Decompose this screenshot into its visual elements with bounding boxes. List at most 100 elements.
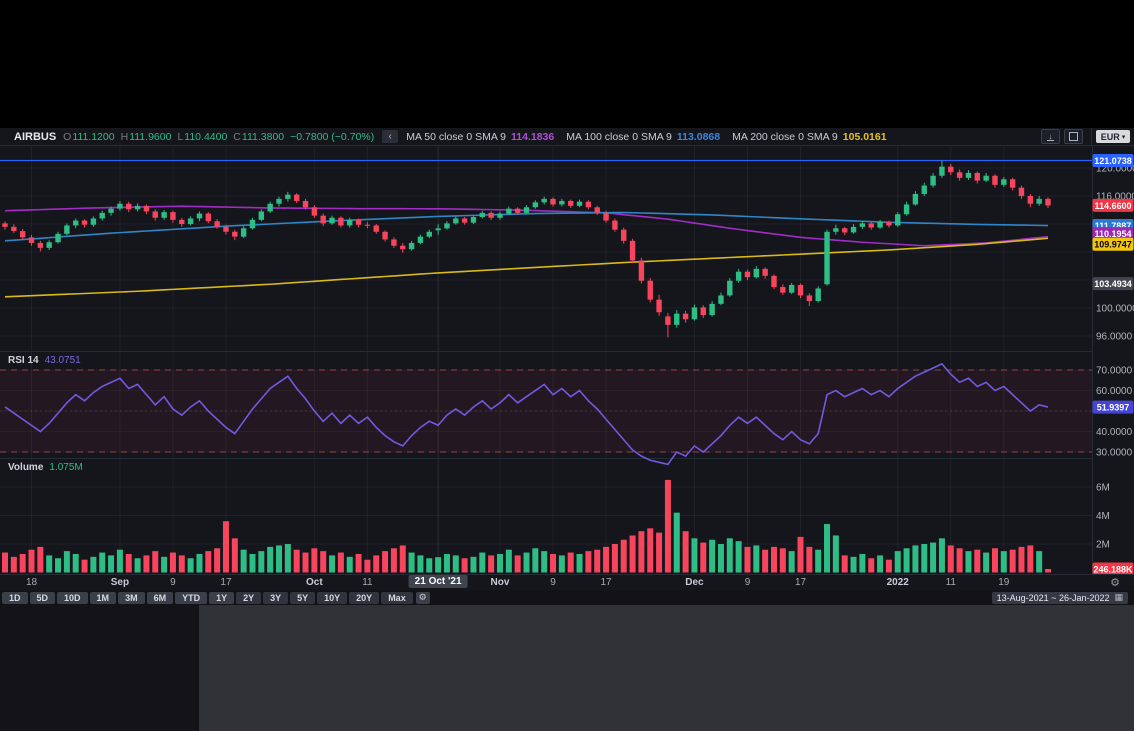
range-button-1d[interactable]: 1D	[2, 591, 28, 604]
bottom-right-panel	[199, 605, 1134, 731]
indicator-item[interactable]: MA 100 close 0 SMA 9 113.0868	[566, 130, 721, 143]
candles-layer	[2, 160, 1051, 338]
range-button-2y[interactable]: 2Y	[236, 591, 262, 604]
collapse-indicators-button[interactable]: ‹	[382, 130, 399, 143]
svg-text:6M: 6M	[1096, 483, 1110, 494]
range-button-10d[interactable]: 10D	[57, 591, 88, 604]
low-value: L110.4400	[177, 130, 228, 143]
range-button-10y[interactable]: 10Y	[317, 591, 348, 604]
date-range-picker[interactable]: 13-Aug-2021 ~ 26-Jan-2022 ▦	[991, 591, 1128, 604]
chart-header: AIRBUS O111.1200 H111.9600 L110.4400 C11…	[0, 127, 1134, 146]
range-button-ytd[interactable]: YTD	[175, 591, 208, 604]
time-tick: Sep	[110, 577, 130, 588]
chart-panel: AIRBUS O111.1200 H111.9600 L110.4400 C11…	[0, 127, 1134, 605]
chevron-down-icon: ▾	[1121, 133, 1126, 141]
top-letterbox	[0, 0, 1134, 128]
indicator-legend: MA 50 close 0 SMA 9 114.1836 MA 100 close …	[406, 131, 898, 143]
price-axis[interactable]: 120.0000 116.0000 100.0000 96.0000 70.0000 60…	[1092, 146, 1134, 574]
time-tick: 17	[600, 577, 612, 588]
price-badge	[1092, 277, 1134, 291]
price-badge	[1092, 237, 1134, 251]
range-button-3y[interactable]: 3Y	[263, 591, 289, 604]
time-tick: 11	[362, 577, 373, 588]
volume-bars	[2, 479, 1051, 573]
download-button[interactable]: ↓	[1041, 129, 1060, 144]
time-axis[interactable]: ⚙ 18 Sep 9 17 Oct 11 21 Oct '21 Nov 9 17 Dec 9 17 202…	[0, 574, 1134, 590]
svg-text:100.0000: 100.0000	[1096, 304, 1134, 315]
rsi-band	[0, 370, 1092, 453]
calendar-icon: ▦	[1114, 592, 1123, 602]
volume-pane-label: Volume 1.075M	[8, 462, 83, 473]
indicator-item[interactable]: MA 50 close 0 SMA 9 114.1836	[406, 130, 555, 143]
axis-settings-gear-icon[interactable]: ⚙	[1110, 577, 1120, 589]
bottom-left-panel	[0, 605, 199, 731]
svg-text:51.9397: 51.9397	[1097, 403, 1130, 413]
header-actions: ↓ EUR ▾	[1041, 127, 1134, 146]
time-tick: 11	[945, 577, 956, 588]
rsi-line	[4, 362, 1049, 466]
range-button-5d[interactable]: 5D	[29, 591, 56, 604]
chart-canvas[interactable]: 120.0000 116.0000 100.0000 96.0000 70.0000 60…	[0, 146, 1134, 574]
svg-text:120.0000: 120.0000	[1096, 164, 1134, 175]
symbol-name[interactable]: AIRBUS	[14, 130, 57, 143]
download-icon: ↓	[1048, 131, 1053, 141]
price-badge	[1092, 400, 1134, 414]
svg-text:2M: 2M	[1096, 540, 1110, 551]
price-badge	[1092, 227, 1134, 241]
range-button-3m[interactable]: 3M	[118, 591, 145, 604]
svg-text:60.0000: 60.0000	[1096, 386, 1133, 397]
toolbar-settings-button[interactable]: ⚙	[415, 591, 430, 604]
fullscreen-button[interactable]	[1064, 129, 1083, 144]
high-value: H111.9600	[120, 130, 172, 143]
time-tick: 17	[794, 577, 807, 588]
range-buttons: 1D 5D 10D 1M 3M 6M YTD 1Y 2Y 3Y 5Y 10Y 20Y Max	[0, 591, 413, 604]
gear-icon: ⚙	[418, 592, 427, 602]
svg-text:109.9747: 109.9747	[1094, 240, 1132, 250]
svg-text:40.0000: 40.0000	[1096, 427, 1133, 438]
svg-text:246.188K: 246.188K	[1093, 564, 1133, 574]
range-button-1m[interactable]: 1M	[89, 591, 117, 604]
svg-text:114.6600: 114.6600	[1094, 201, 1131, 211]
time-tick: 19	[998, 577, 1010, 588]
time-tick: Oct	[306, 577, 323, 588]
range-button-max[interactable]: Max	[381, 591, 413, 604]
change-value: −0.7800 (−0.70%)	[290, 130, 375, 143]
indicator-item[interactable]: MA 200 close 0 SMA 9 105.0161	[732, 130, 887, 143]
open-value: O111.1200	[63, 130, 115, 143]
price-badge	[1092, 154, 1134, 168]
price-badge	[1092, 562, 1134, 574]
volume-value: 1.075M	[49, 462, 83, 473]
range-toolbar: 1D 5D 10D 1M 3M 6M YTD 1Y 2Y 3Y 5Y 10Y 20Y Max ⚙ 13-A…	[0, 590, 1134, 605]
time-tick: Nov	[490, 577, 510, 588]
range-button-6m[interactable]: 6M	[146, 591, 174, 604]
svg-text:110.1954: 110.1954	[1094, 229, 1131, 239]
time-tick: 18	[25, 577, 38, 588]
rsi-value: 43.0751	[44, 355, 81, 366]
time-tick: 9	[170, 577, 176, 588]
time-tick: 9	[744, 577, 751, 588]
ma-line	[4, 237, 1049, 298]
svg-text:103.4934: 103.4934	[1094, 279, 1132, 289]
range-button-5y[interactable]: 5Y	[290, 591, 316, 604]
time-tick: Dec	[685, 577, 704, 588]
fullscreen-icon	[1069, 132, 1078, 141]
range-button-20y[interactable]: 20Y	[349, 591, 380, 604]
time-tick: 9	[550, 577, 556, 588]
svg-text:30.0000: 30.0000	[1096, 448, 1133, 459]
range-button-1y[interactable]: 1Y	[209, 591, 235, 604]
chevron-left-icon: ‹	[388, 131, 392, 142]
svg-text:116.0000: 116.0000	[1096, 192, 1134, 203]
currency-dropdown[interactable]: EUR ▾	[1096, 130, 1130, 143]
time-tick: 2022	[886, 577, 909, 588]
close-value: C111.3800	[233, 130, 285, 143]
svg-text:70.0000: 70.0000	[1096, 366, 1133, 377]
svg-text:121.0738: 121.0738	[1094, 156, 1132, 166]
price-badge	[1092, 198, 1134, 212]
crosshair-date-badge: 21 Oct '21	[408, 575, 468, 588]
svg-text:4M: 4M	[1096, 511, 1110, 522]
svg-text:111.7887: 111.7887	[1095, 221, 1132, 231]
rsi-pane-label: RSI 14 43.0751	[8, 355, 81, 366]
time-tick: 17	[220, 577, 232, 588]
svg-text:96.0000: 96.0000	[1096, 332, 1133, 343]
